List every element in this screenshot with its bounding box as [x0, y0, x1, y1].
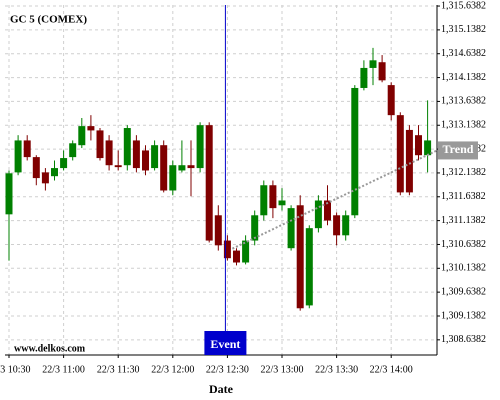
candle-body	[342, 215, 350, 236]
candle-body	[324, 200, 331, 221]
x-tick-label: 22/3 10:30	[0, 364, 31, 375]
y-tick-label: 1,315.1382	[441, 24, 486, 35]
y-tick-label: 1,308.6382	[441, 334, 486, 345]
candle-body	[196, 125, 204, 169]
candle-body	[169, 165, 177, 191]
candle-body	[369, 60, 377, 68]
candle-body	[405, 129, 413, 193]
candle-body	[105, 140, 113, 166]
candle-body	[378, 62, 386, 81]
candle-body	[205, 125, 213, 241]
x-tick-label: 22/3 12:30	[206, 364, 249, 375]
candle-body	[287, 208, 295, 249]
candle-body	[23, 140, 31, 158]
candle-body	[333, 215, 341, 236]
candle-body	[305, 228, 313, 306]
candle-body	[87, 126, 95, 131]
candle-body	[360, 67, 368, 88]
candle-body	[132, 140, 140, 169]
candle-body	[60, 158, 68, 169]
x-tick-label: 22/3 11:30	[97, 364, 140, 375]
plot-area	[5, 5, 437, 355]
watermark: www.delkos.com	[14, 343, 86, 354]
trend-line	[231, 149, 438, 250]
candle-body	[260, 185, 268, 216]
y-tick-label: 1,309.6382	[441, 286, 486, 297]
candle-body	[314, 200, 322, 229]
candle-body	[96, 130, 104, 159]
chart-title: GC 5 (COMEX)	[10, 14, 87, 26]
candle-body	[41, 172, 49, 184]
y-tick-label: 1,312.1382	[441, 167, 486, 178]
candle-body	[424, 140, 432, 156]
y-tick-label: 1,313.1382	[441, 120, 486, 131]
x-axis-title: Date	[209, 382, 234, 396]
candle-body	[78, 126, 86, 146]
x-tick-label: 22/3 14:00	[370, 364, 413, 375]
candle-body	[251, 215, 259, 241]
candle-body	[114, 165, 122, 168]
x-tick-label: 22/3 12:00	[151, 364, 194, 375]
candle-body	[214, 215, 222, 246]
candle-body	[387, 85, 395, 116]
event-label-box	[204, 331, 247, 355]
candle-body	[178, 165, 186, 171]
trend-label: Trend	[443, 142, 474, 156]
candle-body	[242, 240, 250, 263]
candle-body	[415, 135, 422, 156]
y-tick-label: 1,310.1382	[441, 263, 486, 274]
candle-body	[151, 145, 159, 169]
candle-body	[32, 157, 40, 179]
candle-body	[278, 200, 286, 206]
y-tick-label: 1,314.1382	[441, 72, 486, 83]
candle-body	[223, 240, 231, 259]
candle-body	[5, 173, 13, 215]
trend-label-box	[438, 141, 478, 160]
y-tick-label: 1,311.1382	[441, 215, 486, 226]
candle-body	[351, 87, 359, 216]
candle-body	[51, 168, 58, 177]
candle-body	[69, 143, 77, 158]
candle-body	[187, 165, 195, 169]
candle-body	[396, 115, 404, 193]
candle-body	[160, 145, 168, 191]
y-tick-label: 1,315.6382	[441, 0, 486, 11]
y-tick-label: 1,310.6382	[441, 239, 486, 250]
candle-body	[123, 128, 131, 166]
candle-body	[14, 140, 22, 173]
x-tick-label: 22/3 11:00	[42, 364, 85, 375]
y-tick-label: 1,311.6382	[441, 191, 486, 202]
event-label: Event	[210, 337, 240, 351]
y-tick-label: 1,314.6382	[441, 48, 486, 59]
candle-body	[269, 185, 277, 209]
x-tick-label: 22/3 13:00	[260, 364, 303, 375]
x-tick-label: 22/3 13:30	[315, 364, 358, 375]
candle-body	[233, 250, 240, 263]
candle-body	[142, 150, 149, 171]
y-tick-label: 1,309.1382	[441, 310, 486, 321]
y-tick-label: 1,313.6382	[441, 96, 486, 107]
candle-body	[296, 205, 304, 309]
